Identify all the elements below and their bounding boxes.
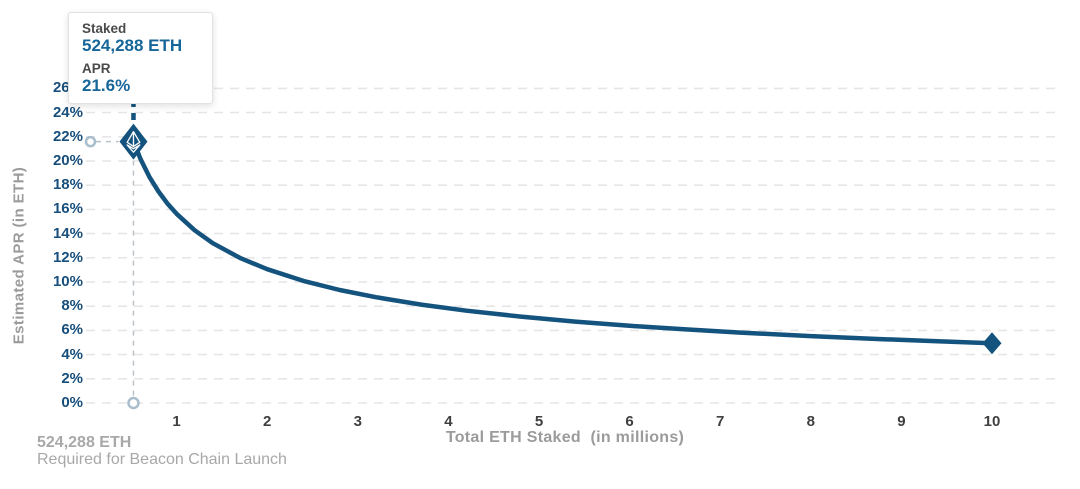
- x-tick-label: 8: [806, 413, 815, 430]
- y-tick-label: 16%: [52, 200, 83, 218]
- apr-curve[interactable]: [131, 139, 995, 346]
- tooltip-staked-label: Staked: [82, 21, 127, 36]
- y-tick-label: 4%: [61, 345, 83, 363]
- x-tick-label: 10: [983, 413, 1001, 430]
- x-axis-title: Total ETH Staked (in millions): [445, 429, 685, 446]
- x-tick-label: 1: [172, 413, 181, 430]
- tooltip-apr-value: 21.6%: [82, 76, 131, 95]
- chart-tooltip: Staked 524,288 ETH APR 21.6%: [68, 12, 213, 104]
- grid-lines: [86, 87, 1058, 404]
- x-axis-guide-circle: [127, 396, 140, 410]
- y-tick-label: 22%: [52, 127, 83, 145]
- y-axis-guide-circle: [84, 135, 97, 148]
- highlight-guides: [84, 135, 140, 410]
- x-tick-label: 2: [263, 413, 272, 430]
- tooltip-apr-label: APR: [82, 61, 111, 76]
- x-tick-label: 5: [534, 413, 544, 430]
- y-tick-label: 20%: [52, 152, 83, 169]
- x-tick-label: 4: [444, 413, 453, 430]
- y-tick-label: 14%: [52, 224, 83, 242]
- y-tick-label: 0%: [61, 394, 83, 411]
- y-tick-label: 2%: [61, 369, 83, 387]
- beacon-chain-footnote: 524,288 ETH Required for Beacon Chain La…: [37, 434, 287, 468]
- y-tick-label: 18%: [52, 176, 83, 194]
- highlight-marker-eth-diamond[interactable]: [119, 123, 148, 160]
- end-marker[interactable]: [982, 332, 1002, 355]
- x-tick-label: 3: [353, 413, 362, 430]
- x-tick-label: 9: [897, 413, 906, 430]
- y-tick-label: 10%: [52, 273, 83, 290]
- footnote-eth-amount: 524,288 ETH: [37, 434, 132, 451]
- y-tick-label: 24%: [52, 103, 83, 121]
- y-tick-label: 8%: [61, 297, 83, 315]
- ethereum-logo-icon: [126, 130, 141, 153]
- footnote-description: Required for Beacon Chain Launch: [37, 450, 287, 468]
- tooltip-staked-value: 524,288 ETH: [82, 36, 183, 55]
- y-tick-label: 12%: [52, 248, 83, 266]
- x-tick-label: 6: [625, 413, 634, 430]
- x-tick-label: 7: [716, 413, 725, 430]
- y-tick-label: 6%: [61, 321, 83, 339]
